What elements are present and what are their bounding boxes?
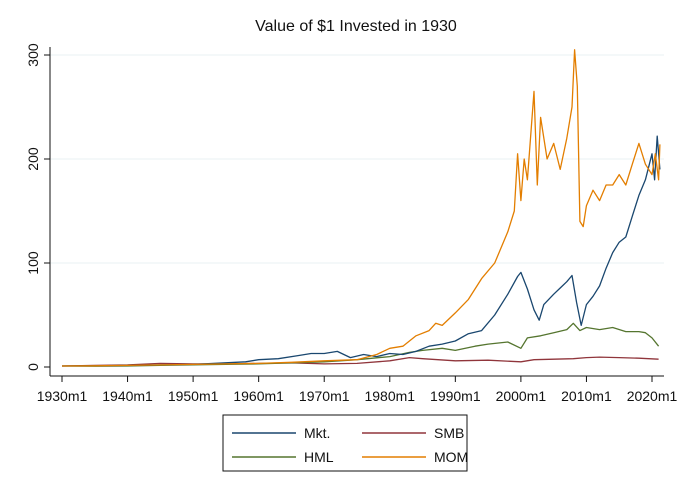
- x-tick-label: 1950m1: [168, 388, 219, 404]
- y-tick-label: 0: [25, 363, 41, 371]
- y-tick-label: 100: [25, 251, 41, 275]
- x-tick-label: 1980m1: [364, 388, 415, 404]
- x-tick-label: 2010m1: [561, 388, 612, 404]
- series-line-smb: [61, 356, 659, 367]
- chart-title: Value of $1 Invested in 1930: [255, 18, 457, 35]
- y-tick-label: 200: [25, 147, 41, 171]
- x-axis: 1930m1 1940m1 1950m1 1960m1 1970m1 1980m1 1990…: [37, 376, 678, 404]
- series-lines: [61, 49, 661, 367]
- x-tick-label: 1990m1: [430, 388, 481, 404]
- x-tick-label: 1930m1: [37, 388, 88, 404]
- series-line-mom: [61, 49, 661, 367]
- series-line-mkt: [61, 135, 661, 367]
- x-tick-label: 2020m1: [627, 388, 678, 404]
- legend-box: [222, 414, 468, 472]
- x-tick-label: 1970m1: [299, 388, 350, 404]
- x-tick-label: 2000m1: [496, 388, 547, 404]
- y-tick-label: 300: [25, 43, 41, 67]
- x-tick-label: 1940m1: [102, 388, 153, 404]
- x-tick-label: 1960m1: [233, 388, 284, 404]
- legend-label-smb: SMB: [434, 425, 464, 441]
- legend-label-mkt: Mkt.: [304, 425, 330, 441]
- gridlines: [50, 54, 664, 264]
- legend-label-mom: MOM: [434, 449, 468, 465]
- series-line-hml: [61, 322, 660, 367]
- y-axis: 0 100 200 300: [25, 43, 50, 371]
- legend: Mkt. SMB HML MOM: [222, 414, 468, 472]
- legend-label-hml: HML: [304, 449, 334, 465]
